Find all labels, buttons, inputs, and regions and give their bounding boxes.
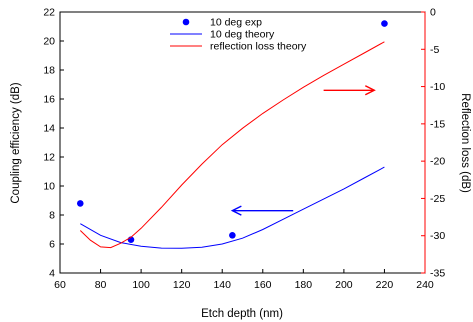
- y-right-axis-ticks: -35 -30 -25 -20 -15 -10 -5 0: [421, 7, 445, 280]
- x-tick-label: 60: [54, 279, 66, 291]
- y-left-tick-label: 14: [43, 123, 55, 135]
- y-left-tick-label: 4: [49, 268, 55, 280]
- y-left-tick-label: 12: [43, 152, 55, 164]
- y-right-tick-label: -25: [430, 193, 445, 205]
- x-tick-label: 200: [335, 279, 353, 291]
- data-point-10-deg-exp: [76, 200, 84, 207]
- x-tick-label: 100: [132, 279, 150, 291]
- plot-area: [59, 11, 426, 274]
- x-axis-title: Etch depth (nm): [201, 308, 283, 320]
- data-point-10-deg-exp: [229, 232, 236, 239]
- arrow-left-icon: [230, 205, 242, 216]
- y-left-tick-label: 22: [43, 7, 55, 19]
- y-left-axis-title: Coupling efficiency (dB): [10, 82, 22, 203]
- x-tick-label: 180: [295, 279, 313, 291]
- legend-label: reflection loss theory: [210, 41, 307, 53]
- annotation-layer: [230, 85, 376, 216]
- y-right-tick-label: -10: [430, 81, 445, 93]
- arrow-right-icon: [364, 85, 376, 96]
- series-line-reflection-loss-theory: [79, 41, 385, 249]
- x-tick-label: 160: [254, 279, 272, 291]
- y-left-tick-label: 20: [43, 36, 55, 48]
- x-tick-label: 220: [376, 279, 394, 291]
- y-right-tick-label: -15: [430, 118, 445, 130]
- legend-label: 10 deg theory: [210, 29, 275, 41]
- x-tick-label: 240: [416, 279, 434, 291]
- legend-marker-10-deg-exp: [182, 18, 190, 26]
- y-right-tick-label: 0: [430, 7, 436, 19]
- x-tick-label: 80: [95, 279, 107, 291]
- y-left-tick-label: 18: [43, 65, 55, 77]
- y-right-tick-label: -20: [430, 156, 445, 168]
- y-left-tick-label: 6: [49, 239, 55, 251]
- series-layer: [76, 20, 388, 249]
- y-right-tick-label: -35: [430, 268, 445, 280]
- legend-label: 10 deg exp: [210, 17, 262, 29]
- y-right-axis-title: Reflection loss (dB): [459, 93, 471, 193]
- x-axis-ticks: 60 80 100 120 140 160 180 200 220 240: [54, 269, 434, 291]
- y-right-tick-label: -5: [430, 44, 439, 56]
- y-left-tick-label: 16: [43, 94, 55, 106]
- y-left-axis-ticks: 4 6 8 10 12 14 16 18 20 22: [43, 7, 64, 280]
- x-tick-label: 120: [173, 279, 191, 291]
- y-right-tick-label: -30: [430, 230, 445, 242]
- series-line-10-deg-theory: [80, 166, 385, 249]
- y-left-tick-label: 10: [43, 181, 55, 193]
- y-left-tick-label: 8: [49, 210, 55, 222]
- data-point-10-deg-exp: [381, 20, 388, 27]
- x-tick-label: 140: [213, 279, 231, 291]
